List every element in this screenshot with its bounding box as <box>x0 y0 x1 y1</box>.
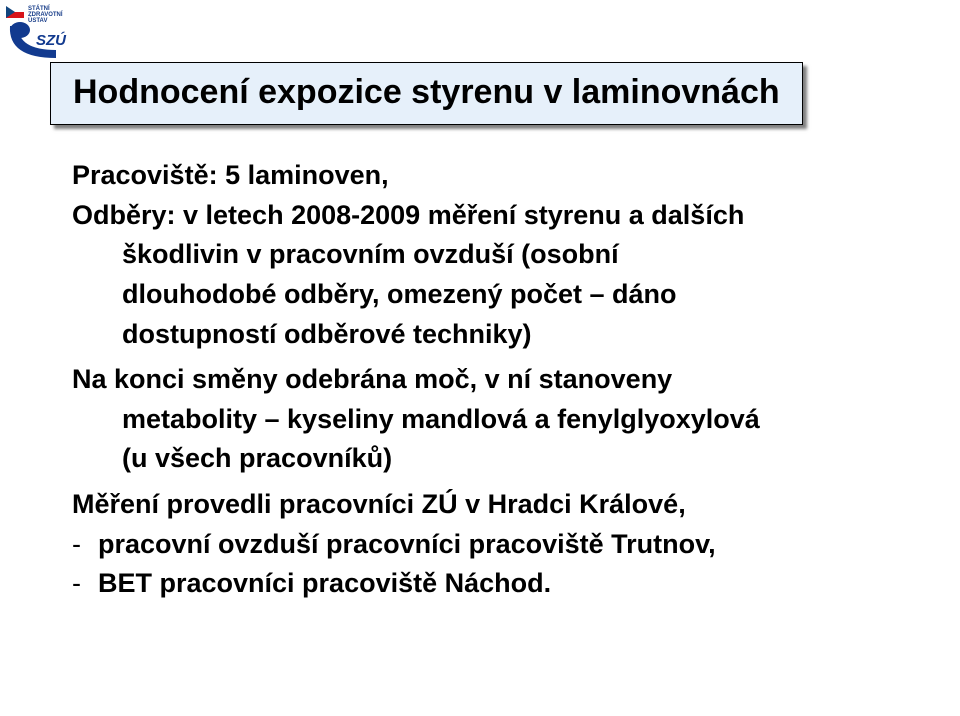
flag-icon <box>6 6 24 18</box>
body-content: Pracoviště: 5 laminoven, Odběry: v letec… <box>72 158 900 606</box>
logo-box: STÁTNÍ ZDRAVOTNÍ ÚSTAV SZÚ <box>6 6 80 62</box>
body-line: Měření provedli pracovníci ZÚ v Hradci K… <box>72 487 900 523</box>
body-line: Pracoviště: 5 laminoven, <box>72 158 900 194</box>
slide: STÁTNÍ ZDRAVOTNÍ ÚSTAV SZÚ Hodnocení exp… <box>0 0 960 716</box>
body-sub: metabolity – kyseliny mandlová a fenylgl… <box>122 402 900 438</box>
logo-abbr: SZÚ <box>36 31 67 49</box>
body-line: Na konci směny odebrána moč, v ní stanov… <box>72 362 900 398</box>
body-line: Odběry: v letech 2008-2009 měření styren… <box>72 198 900 234</box>
dash-icon: - <box>72 527 98 563</box>
body-sub: škodlivin v pracovním ovzduší (osobní <box>122 237 900 273</box>
body-sub: dostupností odběrové techniky) <box>122 317 900 353</box>
title-box: Hodnocení expozice styrenu v laminovnách <box>50 62 803 125</box>
logo: STÁTNÍ ZDRAVOTNÍ ÚSTAV SZÚ <box>6 6 80 62</box>
body-dash-row: - pracovní ovzduší pracovníci pracoviště… <box>72 527 900 563</box>
body-dash-text: pracovní ovzduší pracovníci pracoviště T… <box>98 527 716 563</box>
body-dash-row: - BET pracovníci pracoviště Náchod. <box>72 566 900 602</box>
dash-icon: - <box>72 566 98 602</box>
body-sub: (u všech pracovníků) <box>122 441 900 477</box>
body-sub: dlouhodobé odběry, omezený počet – dáno <box>122 277 900 313</box>
body-dash-text: BET pracovníci pracoviště Náchod. <box>98 566 551 602</box>
logo-arc-icon: SZÚ <box>8 20 78 60</box>
page-title: Hodnocení expozice styrenu v laminovnách <box>73 73 780 112</box>
